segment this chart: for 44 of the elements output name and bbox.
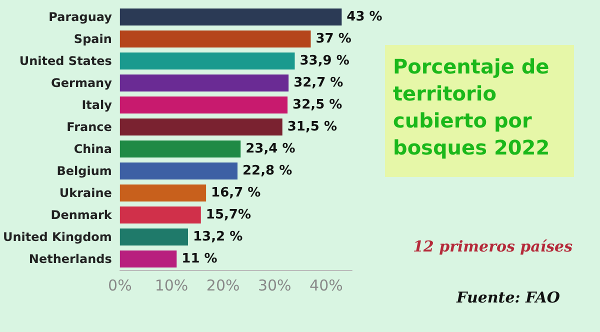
data-label: 13,2 % [193,230,243,244]
x-tick-label: 40% [310,276,343,294]
x-tick-label: 20% [206,276,240,294]
y-tick-label: Paraguay [48,10,112,24]
data-label: 22,8 % [242,164,292,178]
y-tick-label: France [66,120,112,134]
y-tick-label: Ukraine [59,186,112,200]
bar [120,250,177,268]
data-label: 37 % [316,32,352,46]
data-label: 33,9 % [300,54,350,68]
data-label: 32,7 % [294,76,344,90]
y-tick-label: Belgium [56,164,112,178]
bar [120,96,288,114]
y-tick-label: Germany [51,76,112,90]
data-label: 43 % [346,10,382,24]
x-tick-label: 10% [154,276,188,294]
x-tick-label: 0% [108,276,132,294]
bar [120,118,282,136]
bar [120,8,342,26]
data-label: 11 % [182,252,218,266]
data-label: 32,5 % [292,98,342,112]
data-label: 15,7% [206,208,252,222]
bar [120,140,241,158]
y-tick-label: Italy [82,98,112,112]
data-label: 23,4 % [246,142,296,156]
bar [120,184,206,202]
bar [120,30,311,48]
y-tick-label: Denmark [50,208,113,222]
text: 12 primeros países [413,238,574,256]
y-tick-label: United States [19,54,112,68]
text: Porcentaje de territorio cubierto por bosques 2022 [393,54,556,160]
data-label: 31,5 % [287,120,338,134]
y-tick-label: United Kingdom [2,230,112,244]
bar [120,162,238,180]
y-tick-label: Spain [74,32,112,46]
bar [120,74,289,92]
y-tick-label: Netherlands [28,252,112,266]
source-note: Fuente: FAO [456,288,560,306]
y-tick-label: China [74,142,112,156]
bar [120,52,295,70]
bar [120,228,188,246]
x-tick-label: 30% [258,276,292,294]
bar [120,206,201,224]
data-label: 16,7 % [211,186,261,200]
